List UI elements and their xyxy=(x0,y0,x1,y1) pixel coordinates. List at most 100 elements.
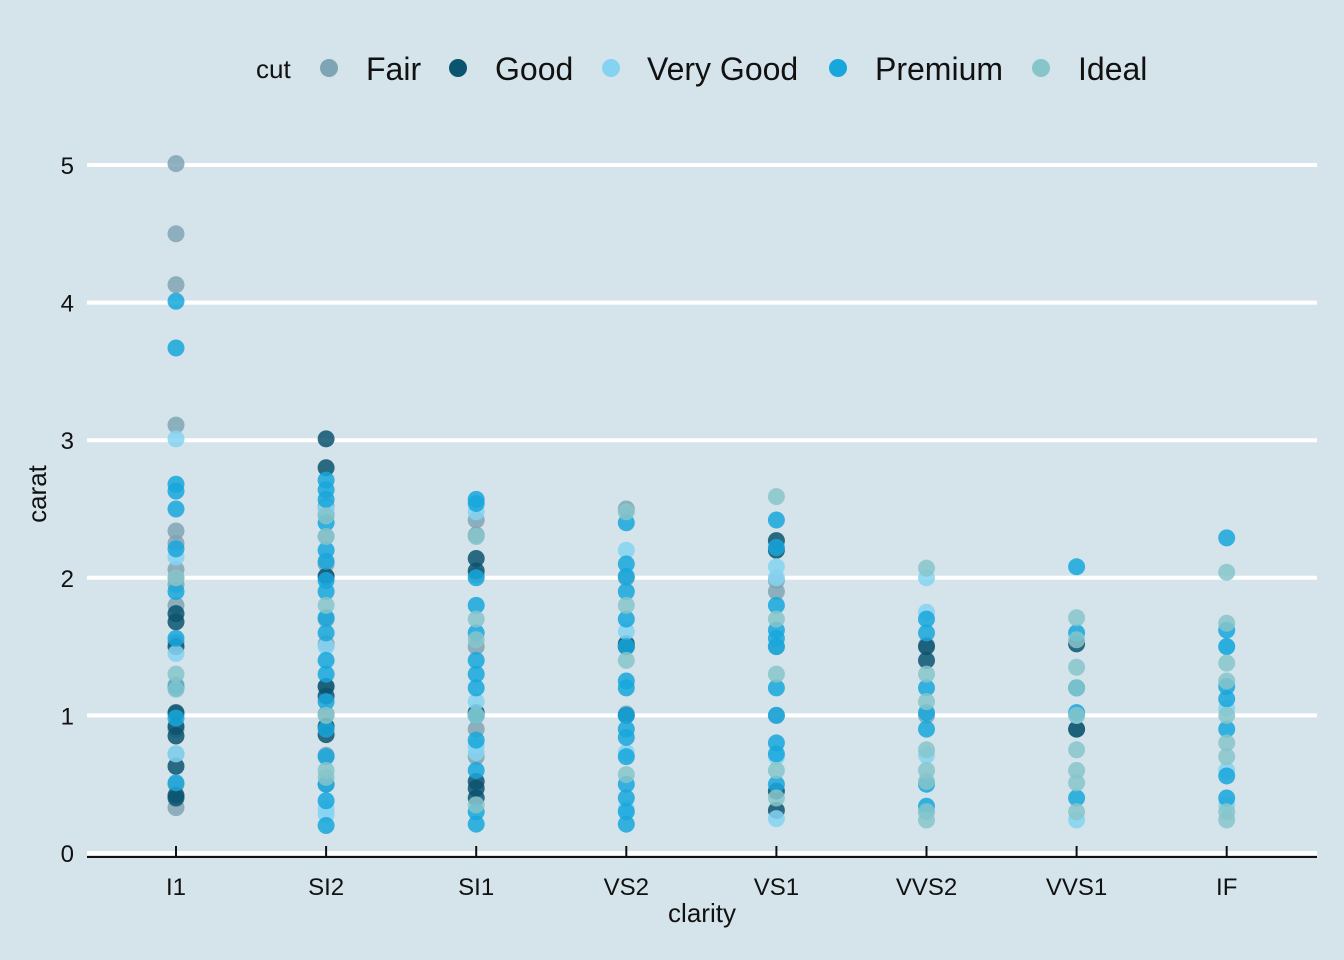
point-ideal xyxy=(918,693,935,711)
point-ideal xyxy=(167,569,185,587)
x-axis-title: clarity xyxy=(668,898,736,928)
point-premium xyxy=(317,651,335,669)
point-ideal xyxy=(1068,741,1086,759)
point-very-good xyxy=(767,569,785,587)
point-ideal xyxy=(1068,609,1086,627)
point-premium xyxy=(1218,720,1236,738)
point-premium xyxy=(467,731,485,749)
point-very-good xyxy=(167,430,185,448)
point-premium xyxy=(617,638,635,656)
point-premium xyxy=(617,803,635,821)
point-premium xyxy=(467,679,485,697)
point-premium xyxy=(317,624,335,642)
data-points xyxy=(167,155,1236,834)
point-fair xyxy=(767,583,785,601)
point-ideal xyxy=(1218,734,1236,752)
point-very-good xyxy=(167,745,185,763)
point-ideal xyxy=(317,706,335,724)
point-premium xyxy=(767,638,785,656)
point-premium xyxy=(1218,767,1236,785)
legend-key-ideal xyxy=(1032,59,1050,77)
point-very-good xyxy=(317,638,335,656)
point-good xyxy=(167,789,185,807)
point-premium xyxy=(317,792,335,810)
point-premium xyxy=(617,815,635,833)
x-tick-label: VS1 xyxy=(754,874,799,901)
point-ideal xyxy=(617,651,635,669)
point-premium xyxy=(167,482,185,500)
point-good xyxy=(317,430,335,448)
point-premium xyxy=(617,679,635,697)
point-fair xyxy=(167,276,185,294)
point-ideal xyxy=(1218,654,1236,672)
point-fair xyxy=(167,416,185,434)
point-premium xyxy=(1068,789,1086,807)
point-ideal xyxy=(317,768,335,786)
x-tick-label: VVS1 xyxy=(1046,874,1107,901)
legend-key-very-good xyxy=(602,59,620,77)
point-ideal xyxy=(617,596,635,614)
y-tick-label: 5 xyxy=(61,153,74,180)
point-ideal xyxy=(467,528,485,546)
legend-title: cut xyxy=(256,54,291,84)
point-ideal xyxy=(767,761,785,779)
point-ideal xyxy=(1218,563,1236,581)
point-premium xyxy=(317,665,335,683)
y-axis-title: carat xyxy=(22,464,52,523)
point-ideal xyxy=(167,665,185,683)
point-premium xyxy=(317,490,335,508)
point-ideal xyxy=(767,665,785,683)
point-ideal xyxy=(617,766,635,784)
point-ideal xyxy=(467,610,485,628)
point-very-good xyxy=(167,644,185,662)
point-ideal xyxy=(1218,748,1236,766)
point-premium xyxy=(167,292,185,310)
point-good xyxy=(167,727,185,745)
y-tick-label: 1 xyxy=(61,703,74,730)
legend-label: Ideal xyxy=(1078,51,1147,87)
point-ideal xyxy=(918,741,935,759)
point-premium xyxy=(1218,789,1236,807)
point-premium xyxy=(467,665,485,683)
point-premium xyxy=(1218,529,1236,547)
point-premium xyxy=(767,775,785,793)
point-premium xyxy=(617,583,635,601)
legend-label: Premium xyxy=(875,51,1003,87)
point-ideal xyxy=(317,596,335,614)
point-premium xyxy=(467,761,485,779)
point-ideal xyxy=(467,706,485,724)
point-ideal xyxy=(317,507,335,525)
point-premium xyxy=(617,789,635,807)
point-very-good xyxy=(467,693,485,711)
point-premium xyxy=(1068,558,1086,576)
point-ideal xyxy=(767,610,785,628)
point-premium xyxy=(317,816,335,834)
point-good xyxy=(167,613,185,631)
point-premium xyxy=(767,596,785,614)
point-premium xyxy=(467,569,485,587)
point-ideal xyxy=(918,772,935,790)
point-premium xyxy=(767,539,785,557)
legend-label: Very Good xyxy=(647,51,798,87)
point-premium xyxy=(167,339,185,357)
point-very-good xyxy=(617,541,635,559)
point-premium xyxy=(767,679,785,697)
point-premium xyxy=(317,583,335,601)
x-tick-label: SI2 xyxy=(308,874,344,901)
point-premium xyxy=(317,693,335,711)
point-premium xyxy=(918,720,935,738)
x-tick-label: VS2 xyxy=(604,874,649,901)
point-premium xyxy=(617,728,635,746)
point-good xyxy=(467,550,485,568)
point-premium xyxy=(467,494,485,512)
point-ideal xyxy=(767,488,785,506)
point-ideal xyxy=(1068,803,1086,821)
point-premium xyxy=(617,567,635,585)
point-very-good xyxy=(467,744,485,762)
point-premium xyxy=(167,629,185,647)
x-tick-label: I1 xyxy=(166,874,186,901)
point-premium xyxy=(918,610,935,628)
